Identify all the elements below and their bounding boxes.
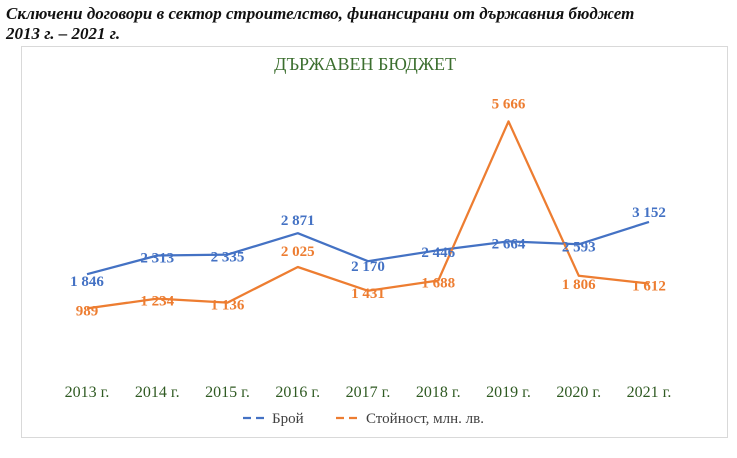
- data-label: 1 136: [211, 298, 245, 314]
- data-label: 2 025: [281, 244, 315, 260]
- x-tick-label: 2021 г.: [627, 384, 672, 401]
- data-label: 2 170: [351, 259, 385, 275]
- data-label: 2 313: [140, 250, 174, 266]
- x-tick-label: 2019 г.: [486, 384, 531, 401]
- data-label: 2 446: [421, 245, 455, 261]
- data-label: 989: [76, 303, 99, 319]
- data-label: 2 335: [211, 250, 245, 266]
- series-line-count: [86, 220, 650, 276]
- chart-title: ДЪРЖАВЕН БЮДЖЕТ: [274, 54, 456, 74]
- data-label: 1 846: [70, 274, 104, 290]
- x-tick-label: 2014 г.: [135, 384, 180, 401]
- caption-line-1: Сключени договори в сектор строителство,…: [6, 4, 635, 23]
- x-tick-label: 2020 г.: [556, 384, 601, 401]
- legend: Брой Стойност, млн. лв.: [243, 411, 484, 427]
- x-tick-label: 2017 г.: [346, 384, 391, 401]
- x-tick-label: 2018 г.: [416, 384, 461, 401]
- x-tick-label: 2015 г.: [205, 384, 250, 401]
- legend-label: Стойност, млн. лв.: [366, 411, 484, 427]
- data-label: 2 871: [281, 213, 315, 229]
- caption-line-2: 2013 г. – 2021 г.: [6, 24, 121, 43]
- legend-label: Брой: [272, 411, 304, 427]
- x-axis-ticks: 2013 г. 2014 г. 2015 г. 2016 г. 2017 г. 2018 …: [65, 384, 672, 401]
- legend-item: Брой: [243, 411, 304, 427]
- data-label: 5 666: [492, 96, 526, 112]
- data-labels: 1 846 2 313 2 335 2 871 2 170 2 446 2 664 2 593…: [70, 96, 666, 319]
- series-line-value: [86, 120, 650, 310]
- data-label: 2 664: [492, 236, 526, 252]
- data-label: 1 234: [140, 294, 174, 310]
- data-label: 1 431: [351, 286, 385, 302]
- chart-frame: [21, 46, 728, 438]
- chart-caption: Сключени договори в сектор строителство,…: [6, 4, 731, 44]
- series-lines: [86, 120, 650, 310]
- data-label: 1 612: [632, 279, 666, 295]
- legend-item: Стойност, млн. лв.: [336, 411, 484, 427]
- data-label: 2 593: [562, 239, 596, 255]
- data-label: 1 688: [421, 275, 455, 291]
- x-tick-label: 2016 г.: [275, 384, 320, 401]
- data-label: 3 152: [632, 205, 666, 221]
- data-label: 1 806: [562, 277, 596, 293]
- x-tick-label: 2013 г.: [65, 384, 110, 401]
